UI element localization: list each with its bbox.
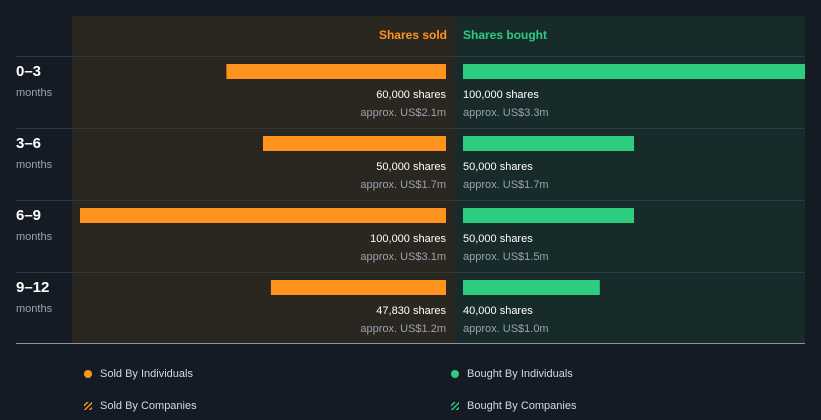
period-unit-label: months	[16, 303, 53, 315]
sold-bar	[80, 208, 446, 223]
bought-value-label: approx. US$3.3m	[463, 107, 549, 119]
bought-value-label: approx. US$1.5m	[463, 251, 549, 263]
sold-value-label: approx. US$1.7m	[360, 179, 446, 191]
bought-shares-label: 50,000 shares	[463, 161, 533, 173]
legend-sold-companies: Sold By Companies	[84, 400, 197, 412]
legend-label: Sold By Individuals	[100, 368, 193, 380]
bought-bar	[463, 136, 634, 151]
legend-sold-individuals: Sold By Individuals	[84, 368, 193, 380]
sold-value-label: approx. US$1.2m	[360, 323, 446, 335]
sold-shares-label: 50,000 shares	[376, 161, 446, 173]
sold-bar	[270, 280, 446, 295]
sold-individuals-dot-icon	[84, 370, 92, 378]
sold-value-label: approx. US$3.1m	[360, 251, 446, 263]
bought-shares-label: 40,000 shares	[463, 305, 533, 317]
bought-bar	[463, 208, 634, 223]
period-unit-label: months	[16, 87, 53, 99]
sold-shares-label: 100,000 shares	[370, 233, 446, 245]
legend-label: Bought By Companies	[467, 400, 577, 412]
bought-shares-label: 50,000 shares	[463, 233, 533, 245]
bought-bar	[463, 280, 600, 295]
bought-value-label: approx. US$1.0m	[463, 323, 549, 335]
sold-header: Shares sold	[379, 28, 447, 42]
period-label: 9–12	[16, 279, 49, 296]
period-label: 0–3	[16, 63, 41, 80]
bought-shares-label: 100,000 shares	[463, 89, 539, 101]
period-label: 6–9	[16, 207, 41, 224]
bought-companies-hatch-icon	[451, 402, 459, 410]
sold-shares-label: 60,000 shares	[376, 89, 446, 101]
sold-bar	[263, 136, 446, 151]
bought-bar	[463, 64, 805, 79]
legend-bought-companies: Bought By Companies	[451, 400, 576, 412]
legend-label: Bought By Individuals	[467, 368, 573, 380]
period-unit-label: months	[16, 231, 53, 243]
period-unit-label: months	[16, 159, 53, 171]
legend-bought-individuals: Bought By Individuals	[451, 368, 573, 380]
sold-shares-label: 47,830 shares	[376, 305, 446, 317]
sold-bar	[226, 64, 446, 79]
legend-label: Sold By Companies	[100, 400, 197, 412]
sold-companies-hatch-icon	[84, 402, 92, 410]
bought-value-label: approx. US$1.7m	[463, 179, 549, 191]
sold-value-label: approx. US$2.1m	[360, 107, 446, 119]
period-label: 3–6	[16, 135, 41, 152]
bought-header: Shares bought	[463, 28, 547, 42]
bought-individuals-dot-icon	[451, 370, 459, 378]
